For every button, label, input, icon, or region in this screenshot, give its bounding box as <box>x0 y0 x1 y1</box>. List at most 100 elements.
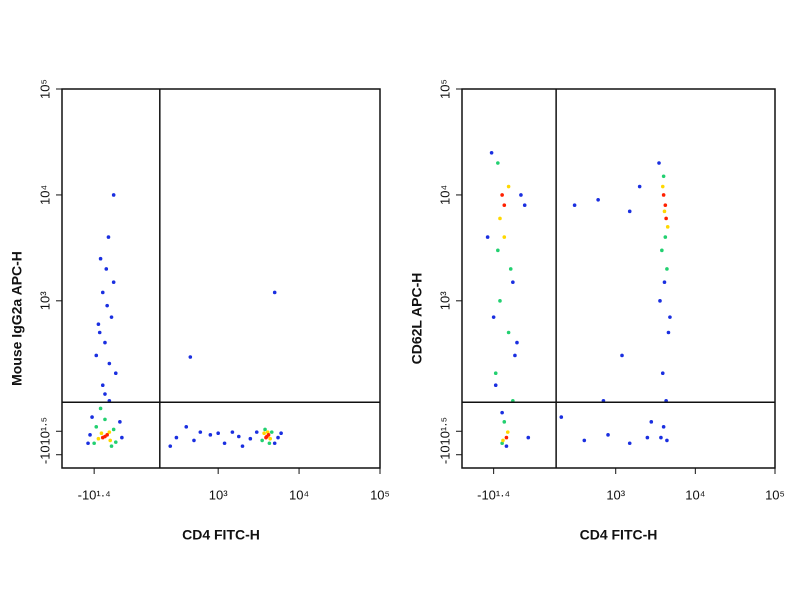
event-dot <box>113 371 118 376</box>
y-tick-label: -10 <box>437 445 452 464</box>
plot-frame <box>61 88 381 469</box>
event-dot <box>103 434 107 439</box>
event-dot <box>268 436 273 441</box>
event-dot <box>496 248 500 253</box>
x-tick-label: 10⁵ <box>370 487 390 502</box>
event-dot <box>491 315 496 319</box>
y-axis-label: Mouse IgG2a APC-H <box>9 251 25 386</box>
event-dot <box>661 174 666 179</box>
event-dot <box>276 435 280 440</box>
y-tick-label: 10¹·⁵ <box>437 417 452 446</box>
event-dot <box>627 209 632 214</box>
event-dot <box>208 433 213 437</box>
event-dot <box>98 406 103 411</box>
y-tick-label: -10 <box>37 445 52 464</box>
event-dot <box>106 235 111 239</box>
x-tick-label: 10³ <box>606 487 625 502</box>
event-dot <box>103 392 107 396</box>
event-dot <box>515 340 519 345</box>
event-dot <box>260 438 264 443</box>
event-dot <box>103 340 107 345</box>
y-tick-label: 10⁴ <box>37 185 52 205</box>
event-dot <box>111 280 116 284</box>
event-dot <box>198 430 203 434</box>
event-dot <box>168 444 173 448</box>
event-dot <box>230 430 235 434</box>
event-dot <box>174 435 179 440</box>
y-tick-label: 10⁵ <box>437 79 452 99</box>
y-tick-label: 10¹·⁵ <box>37 417 52 446</box>
plot-frame <box>461 88 776 469</box>
event-dot <box>519 193 523 197</box>
event-dot <box>99 431 104 435</box>
event-dot <box>86 441 90 446</box>
event-dot <box>661 193 666 197</box>
event-dot <box>572 203 577 208</box>
event-dot <box>88 433 92 437</box>
event-dot <box>666 330 671 335</box>
event-dot <box>272 290 277 295</box>
event-dot <box>500 193 504 197</box>
event-dot <box>662 280 667 284</box>
event-dot <box>109 444 114 448</box>
event-dot <box>108 438 113 443</box>
event-dot <box>104 267 109 271</box>
event-dot <box>279 431 283 435</box>
event-dot <box>94 425 99 429</box>
event-dot <box>113 440 118 444</box>
event-dot <box>92 441 96 446</box>
event-dot <box>109 315 114 319</box>
event-dot <box>100 383 105 388</box>
event-dot <box>90 415 94 419</box>
y-tick-label: 10³ <box>37 291 52 310</box>
y-axis-label: CD62L APC-H <box>409 273 425 365</box>
event-dot <box>498 299 502 303</box>
event-dot <box>248 436 253 441</box>
event-dot <box>659 435 663 440</box>
event-dot <box>506 184 511 189</box>
x-tick-label: 10⁵ <box>765 487 785 502</box>
event-dot <box>111 193 116 197</box>
event-dot <box>263 427 267 432</box>
event-dot <box>485 235 490 239</box>
event-dot <box>489 150 494 155</box>
event-dot <box>582 438 587 443</box>
x-tick-label: 10⁴ <box>685 487 705 502</box>
event-dot <box>665 438 669 443</box>
event-dot <box>120 435 124 440</box>
event-dot <box>506 330 511 335</box>
x-axis-label: CD4 FITC-H <box>182 527 260 543</box>
event-dot <box>96 322 101 326</box>
x-tick-label: -10¹·⁴ <box>477 487 510 502</box>
event-dot <box>500 441 504 446</box>
event-dot <box>645 435 650 440</box>
event-dot <box>596 197 600 202</box>
event-dot <box>111 427 116 432</box>
event-dot <box>665 225 670 229</box>
event-dot <box>272 441 277 446</box>
event-dot <box>660 248 664 253</box>
event-dot <box>493 371 498 376</box>
event-dot <box>502 420 507 424</box>
event-dot <box>660 371 665 376</box>
event-dot <box>502 235 507 239</box>
y-tick-label: 10⁵ <box>37 79 52 99</box>
event-dot <box>94 353 99 358</box>
event-dot <box>513 353 517 358</box>
x-tick-label: -10¹·⁴ <box>78 487 111 502</box>
event-dot <box>498 216 502 221</box>
event-dot <box>502 203 507 208</box>
event-dot <box>504 444 509 448</box>
event-dot <box>637 184 642 189</box>
event-dot <box>96 436 101 441</box>
event-dot <box>664 216 668 221</box>
event-dot <box>496 161 500 165</box>
event-dot <box>493 383 498 388</box>
event-dot <box>254 430 259 434</box>
event-dot <box>663 235 668 239</box>
event-dot <box>98 256 103 261</box>
event-dot <box>511 280 515 284</box>
x-tick-label: 10⁴ <box>289 487 309 502</box>
event-dot <box>240 444 245 448</box>
